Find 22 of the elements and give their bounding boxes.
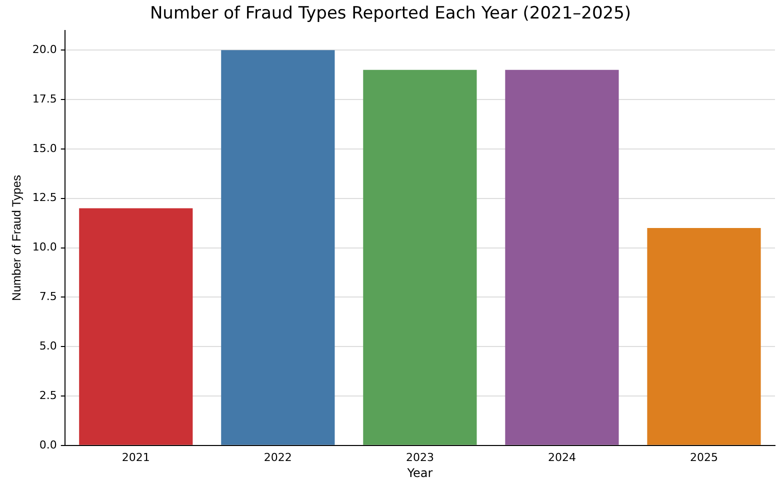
x-tick-label: 2023 xyxy=(406,450,434,464)
x-tick-label: 2022 xyxy=(264,450,292,464)
x-tick-label: 2024 xyxy=(548,450,576,464)
y-tick-label: 15.0 xyxy=(32,142,57,155)
y-tick-label: 12.5 xyxy=(32,191,57,204)
bar xyxy=(79,208,193,445)
bar xyxy=(221,50,335,445)
y-tick-label: 5.0 xyxy=(39,339,57,352)
y-tick-label: 17.5 xyxy=(32,92,57,106)
y-tick-label: 20.0 xyxy=(32,43,57,56)
bar xyxy=(363,70,477,445)
chart-title: Number of Fraud Types Reported Each Year (2021–2025) xyxy=(150,4,632,24)
bar xyxy=(647,228,761,445)
y-tick-label: 2.5 xyxy=(39,388,57,402)
y-tick-label: 10.0 xyxy=(32,240,57,254)
y-axis-title: Number of Fraud Types xyxy=(10,174,24,301)
y-tick-label: 0.0 xyxy=(39,438,57,452)
y-tick-label: 7.5 xyxy=(39,290,57,304)
x-axis-title: Year xyxy=(406,466,433,480)
bar xyxy=(505,70,619,445)
x-tick-label: 2021 xyxy=(122,450,150,464)
x-tick-label: 2025 xyxy=(690,450,718,464)
